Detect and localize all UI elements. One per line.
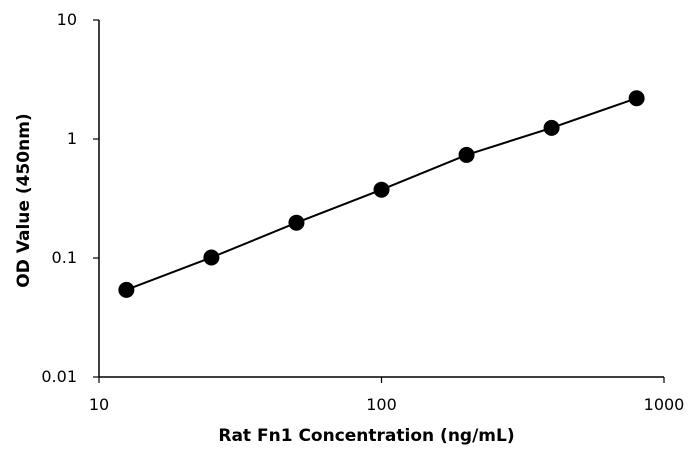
axes bbox=[98, 20, 664, 378]
y-tick-label: 1 bbox=[67, 129, 77, 148]
x-axis-ticks: 10 100 1000 bbox=[89, 377, 685, 414]
y-axis-ticks: 0.01 0.1 1 10 bbox=[41, 10, 99, 386]
x-tick-label: 10 bbox=[89, 395, 109, 414]
data-point bbox=[458, 146, 475, 163]
x-axis-title: Rat Fn1 Concentration (ng/mL) bbox=[218, 426, 514, 446]
data-point bbox=[203, 249, 220, 266]
y-tick-label: 0.1 bbox=[52, 248, 77, 267]
x-tick-label: 100 bbox=[366, 395, 397, 414]
data-point bbox=[118, 281, 135, 298]
data-point bbox=[373, 181, 390, 198]
x-tick-label: 1000 bbox=[644, 395, 685, 414]
data-point bbox=[628, 90, 645, 107]
data-point bbox=[288, 214, 305, 231]
y-tick-label: 10 bbox=[57, 10, 77, 29]
series-group bbox=[118, 90, 645, 298]
y-axis-title: OD Value (450nm) bbox=[14, 113, 34, 287]
data-point bbox=[543, 119, 560, 136]
y-tick-label: 0.01 bbox=[41, 367, 77, 386]
